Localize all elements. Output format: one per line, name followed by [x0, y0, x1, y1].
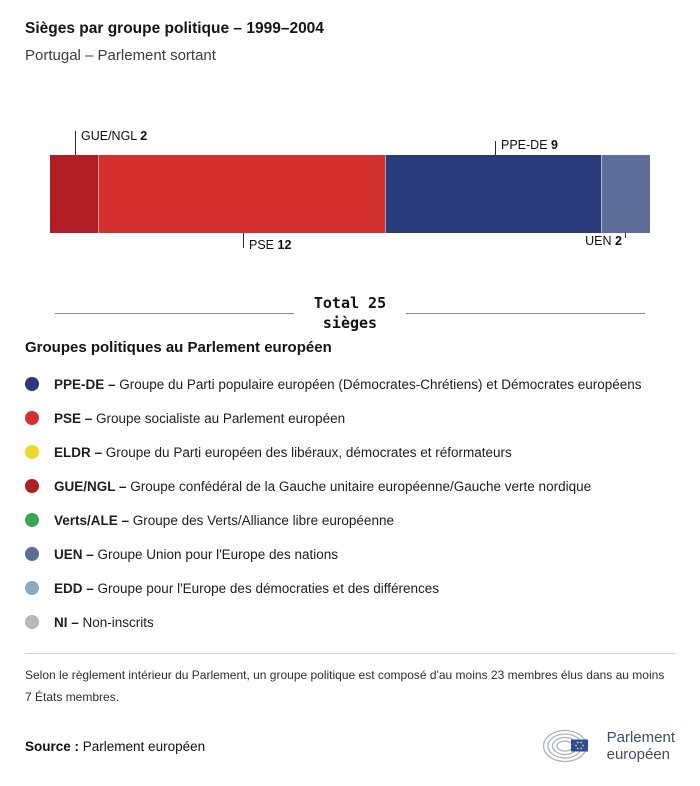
header: Sièges par groupe politique – 1999–2004 … — [25, 20, 675, 64]
bar-segment-pse — [97, 155, 386, 233]
callout-gue-ngl: GUE/NGL 2 — [75, 129, 147, 155]
legend-item: GUE/NGL – Groupe confédéral de la Gauche… — [25, 469, 675, 503]
parliament-logo: Parlement européen — [541, 724, 675, 768]
logo-line2: européen — [606, 746, 671, 764]
legend-abbr: PSE – — [54, 410, 93, 426]
legend-item: Verts/ALE – Groupe des Verts/Alliance li… — [25, 503, 675, 537]
callout-seats: 2 — [140, 129, 148, 143]
source-label: Source : — [25, 738, 80, 754]
callout-seats: 12 — [277, 238, 292, 252]
legend-color-dot — [25, 445, 39, 459]
legend-desc: Groupe socialiste au Parlement européen — [92, 410, 346, 426]
legend-label: ELDR – Groupe du Parti européen des libé… — [54, 445, 512, 460]
callout-label: UEN 2 — [585, 234, 622, 248]
legend-color-dot — [25, 615, 39, 629]
legend-abbr: ELDR – — [54, 444, 103, 460]
page-subtitle: Portugal – Parlement sortant — [25, 47, 216, 64]
bar-segment-uen — [601, 155, 651, 233]
legend-color-dot — [25, 581, 39, 595]
total-rule-left — [55, 313, 294, 314]
eu-flag-icon — [570, 739, 588, 752]
legend-desc: Groupe des Verts/Alliance libre européen… — [129, 512, 394, 528]
legend-label: GUE/NGL – Groupe confédéral de la Gauche… — [54, 479, 591, 494]
bottom-row: Source : Parlement européen — [25, 724, 675, 768]
legend-list: PPE-DE – Groupe du Parti populaire europ… — [25, 367, 675, 639]
total-rule-right — [406, 313, 645, 314]
logo-line1: Parlement — [606, 728, 675, 746]
callout-seats: 9 — [551, 138, 558, 152]
legend-label: NI – Non-inscrits — [54, 615, 154, 630]
legend-item: NI – Non-inscrits — [25, 605, 675, 639]
legend-abbr: UEN – — [54, 546, 94, 562]
legend-item: PPE-DE – Groupe du Parti populaire europ… — [25, 367, 675, 401]
footnote: Selon le règlement intérieur du Parlemen… — [25, 668, 665, 704]
legend-item: ELDR – Groupe du Parti européen des libé… — [25, 435, 675, 469]
legend-color-dot — [25, 377, 39, 391]
legend-item: UEN – Groupe Union pour l'Europe des nat… — [25, 537, 675, 571]
legend-label: Verts/ALE – Groupe des Verts/Alliance li… — [54, 513, 394, 528]
seats-chart: GUE/NGL 2 PPE-DE 9 PSE 12 UEN 2 — [50, 128, 651, 268]
legend-desc: Groupe du Parti populaire européen (Démo… — [115, 376, 642, 392]
hemicycle-logo-icon — [542, 730, 588, 763]
callout-label: PSE 12 — [249, 238, 291, 252]
source-line: Source : Parlement européen — [25, 739, 205, 754]
legend-color-dot — [25, 513, 39, 527]
total-line1: Total 25 — [313, 294, 387, 312]
legend-label: UEN – Groupe Union pour l'Europe des nat… — [54, 547, 338, 562]
legend-color-dot — [25, 479, 39, 493]
callout-group: PPE-DE — [501, 138, 548, 152]
divider — [25, 653, 675, 654]
legend-desc: Groupe pour l'Europe des démocraties et … — [93, 580, 440, 596]
bar-segment-ppe-de — [385, 155, 602, 233]
callout-group: PSE — [249, 238, 275, 252]
callout-group: UEN — [585, 234, 612, 248]
callout-pse: PSE 12 — [243, 233, 291, 252]
legend-desc: Groupe du Parti européen des libéraux, d… — [102, 444, 512, 460]
legend-label: EDD – Groupe pour l'Europe des démocrati… — [54, 581, 439, 596]
bar-segment-gue-ngl — [50, 155, 98, 233]
legend-label: PPE-DE – Groupe du Parti populaire europ… — [54, 377, 642, 392]
legend-abbr: GUE/NGL – — [54, 478, 127, 494]
total-row: Total 25 sièges — [55, 294, 645, 333]
source-value: Parlement européen — [82, 738, 206, 754]
total-seats: Total 25 sièges — [314, 294, 386, 333]
legend-item: PSE – Groupe socialiste au Parlement eur… — [25, 401, 675, 435]
callout-uen: UEN 2 — [585, 233, 626, 248]
logo-text: Parlement européen — [607, 729, 675, 764]
legend-abbr: Verts/ALE – — [54, 512, 130, 528]
legend-desc: Non-inscrits — [78, 614, 154, 630]
callout-label: PPE-DE 9 — [501, 138, 558, 152]
total-line2: sièges — [322, 313, 378, 332]
legend-heading: Groupes politiques au Parlement européen — [25, 339, 332, 356]
callout-label: GUE/NGL 2 — [81, 129, 147, 143]
legend-item: EDD – Groupe pour l'Europe des démocrati… — [25, 571, 675, 605]
legend-color-dot — [25, 411, 39, 425]
page-title: Sièges par groupe politique – 1999–2004 — [25, 20, 324, 37]
callout-seats: 2 — [615, 234, 622, 248]
legend-desc: Groupe Union pour l'Europe des nations — [93, 546, 338, 562]
legend-abbr: NI – — [54, 614, 79, 630]
legend-desc: Groupe confédéral de la Gauche unitaire … — [126, 478, 592, 494]
legend-abbr: PPE-DE – — [54, 376, 116, 392]
callout-group: GUE/NGL — [81, 129, 137, 143]
legend-color-dot — [25, 547, 39, 561]
legend-abbr: EDD – — [54, 580, 94, 596]
stacked-bar — [50, 155, 651, 233]
legend-label: PSE – Groupe socialiste au Parlement eur… — [54, 411, 345, 426]
callout-ppe-de: PPE-DE 9 — [495, 138, 558, 155]
